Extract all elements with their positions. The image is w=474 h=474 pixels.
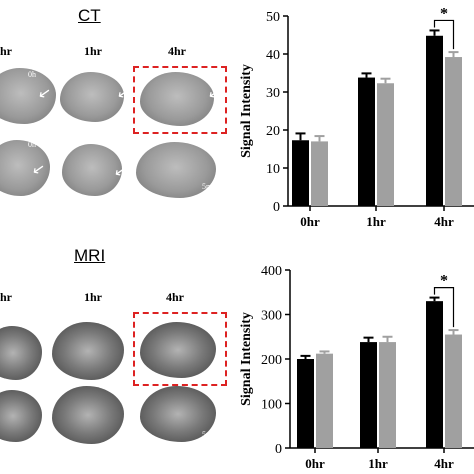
mri-chart-y-label: Signal Intensity [239,312,254,406]
ct-chart-bar-1hr-s2 [377,83,394,206]
ct-chart-significance-bracket [433,19,455,50]
ct-chart-y-tick-label: 20 [266,124,280,139]
ct-chart-bar-1hr-s1 [358,77,375,206]
ct-bar-chart: 0 10 20 30 40 50 Signal Intensity 0hr 1hr 4hr * [239,5,474,229]
ct-chart-y-tick-label: 30 [266,86,280,101]
ct-tag-0h-top: 0h [28,70,36,79]
mri-scan-4hr-bottom [140,386,216,442]
ct-time-label-1hr: 1hr [84,44,102,58]
ct-time-label-0hr: 0hr [0,44,12,58]
ct-chart-x-tick-label-1hr: 1hr [366,214,386,229]
ct-tag-4h-top: 4h [204,70,212,79]
mri-chart-x-tick-label-1hr: 1hr [368,456,388,471]
mri-chart-bar-1hr-s1 [360,342,377,448]
ct-chart-y-tick-label: 10 [266,162,280,177]
ct-chart-bar-4hr-s1 [426,35,443,207]
ct-chart-y-label: Signal Intensity [239,64,254,158]
mri-scan-1hr-top [52,322,124,380]
ct-scan-1hr-bottom [62,144,122,196]
mri-chart-y-tick-label: 100 [261,398,282,413]
mri-chart-bar-1hr-s2 [379,342,396,448]
mri-scale-bar [200,441,216,444]
ct-tag-0h-bottom: 0h [28,140,36,149]
mri-chart-significance-mark: * [440,273,448,290]
ct-time-label-4hr: 4hr [168,44,186,58]
ct-chart-x-tick-label-0hr: 0hr [300,214,320,229]
mri-scan-4hr-top [140,322,216,378]
ct-scan-0hr-top [0,68,56,124]
mri-scan-1hr-bottom [52,386,124,444]
ct-chart-y-tick-label: 50 [266,10,280,25]
mri-chart-y-tick-label: 400 [261,264,282,279]
mri-scan-0hr-bottom [0,390,42,442]
mri-scale-label: 5mm [202,430,219,439]
ct-tag-4h-bottom: 4h [204,140,212,149]
mri-chart-significance-bracket [433,286,455,328]
mri-chart-x-tick-label-0hr: 0hr [305,456,325,471]
ct-chart-bar-4hr-s2 [445,57,462,206]
mri-chart-bar-0hr-s1 [297,359,314,448]
mri-chart-bar-4hr-s1 [426,301,443,448]
ct-chart-bar-0hr-s1 [292,140,309,206]
ct-scan-0hr-bottom [0,140,50,196]
ct-chart-significance-mark: * [440,5,448,22]
ct-scan-4hr-top [140,72,214,126]
mri-chart-x-tick-label-4hr: 4hr [434,456,454,471]
ct-scale-bar [200,193,216,196]
mri-chart-y-tick-label: 0 [275,442,282,457]
mri-time-label-4hr: 4hr [166,290,184,304]
ct-scan-4hr-bottom [136,142,216,198]
ct-scale-label: 5mm [202,182,219,191]
mri-title: MRI [74,246,106,265]
ct-scan-1hr-top [60,72,124,122]
mri-chart-bar-0hr-s2 [316,353,333,448]
mri-bar-chart: 0 100 200 300 400 Signal Intensity 0hr 1hr 4hr * [239,264,474,471]
ct-highlight-box [133,66,227,134]
mri-scan-0hr-top [0,326,42,380]
ct-chart-x-tick-label-4hr: 4hr [434,214,454,229]
mri-time-label-1hr: 1hr [84,290,102,304]
ct-chart-y-tick-label: 0 [273,200,280,215]
mri-highlight-box [133,312,227,386]
mri-chart-y-tick-label: 300 [261,309,282,324]
ct-chart-bar-0hr-s2 [311,141,328,206]
mri-time-label-0hr: 0hr [0,290,12,304]
mri-chart-y-tick-label: 200 [261,353,282,368]
ct-chart-y-tick-label: 40 [266,48,280,63]
ct-tag-1h-top: 1h [112,70,120,79]
ct-title: CT [78,6,101,25]
mri-chart-bar-4hr-s2 [445,334,462,448]
ct-tag-1h-bottom: 1h [112,140,120,149]
